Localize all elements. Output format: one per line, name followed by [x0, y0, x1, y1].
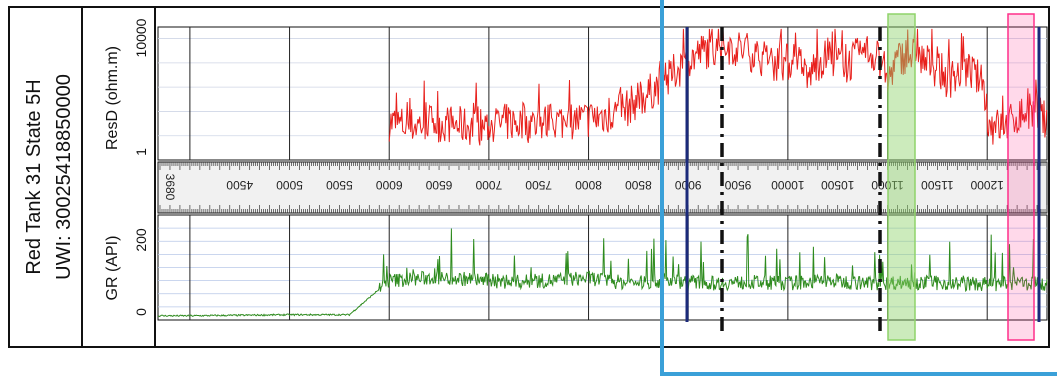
- depth-label: 10500: [821, 178, 855, 192]
- outer-frame: [8, 6, 1050, 348]
- depth-label: 9500: [724, 178, 751, 192]
- depth-label: 11500: [921, 178, 954, 192]
- depth-track-frame: [157, 161, 1048, 214]
- highlight-frame: [660, 0, 1057, 376]
- green-interval-band: [887, 13, 916, 341]
- resd-tick-label-low: 1: [133, 148, 149, 156]
- gr-axis-label: GR (API): [104, 236, 121, 301]
- resistivity-track: [157, 26, 1048, 161]
- well-name: Red Tank 31 State 5H: [23, 79, 45, 274]
- marker-layer: [660, 0, 1057, 376]
- depth-label: 8500: [625, 178, 652, 192]
- gr-tick-label-high: 200: [133, 228, 149, 252]
- well-uwi: UWI: 30025418850000: [53, 74, 75, 280]
- resd-axis-label: ResD (ohm.m): [104, 46, 121, 150]
- pink-interval-band: [1007, 13, 1035, 341]
- gamma-ray-track: [157, 214, 1048, 321]
- depth-label: 5500: [326, 178, 353, 192]
- depth-label: 4500: [226, 178, 253, 192]
- depth-label: 8000: [575, 178, 602, 192]
- depth-label: 7500: [525, 178, 552, 192]
- depth-start-label: 3680: [163, 174, 177, 201]
- depth-label: 12000: [970, 178, 1004, 192]
- resd-tick-label-high: 10000: [133, 18, 149, 57]
- depth-label: 5000: [276, 178, 303, 192]
- depth-label: 10000: [771, 178, 805, 192]
- depth-track: 3680 4500 5000 5500 6000 6500 7000 7500 8000 8500…: [157, 161, 1048, 214]
- depth-label: 6000: [376, 178, 403, 192]
- gr-tick-label-low: 0: [133, 308, 149, 316]
- gr-series-line: [157, 228, 1048, 318]
- depth-label: 6500: [425, 178, 452, 192]
- depth-label: 7000: [475, 178, 502, 192]
- resd-series-line: [388, 28, 1048, 146]
